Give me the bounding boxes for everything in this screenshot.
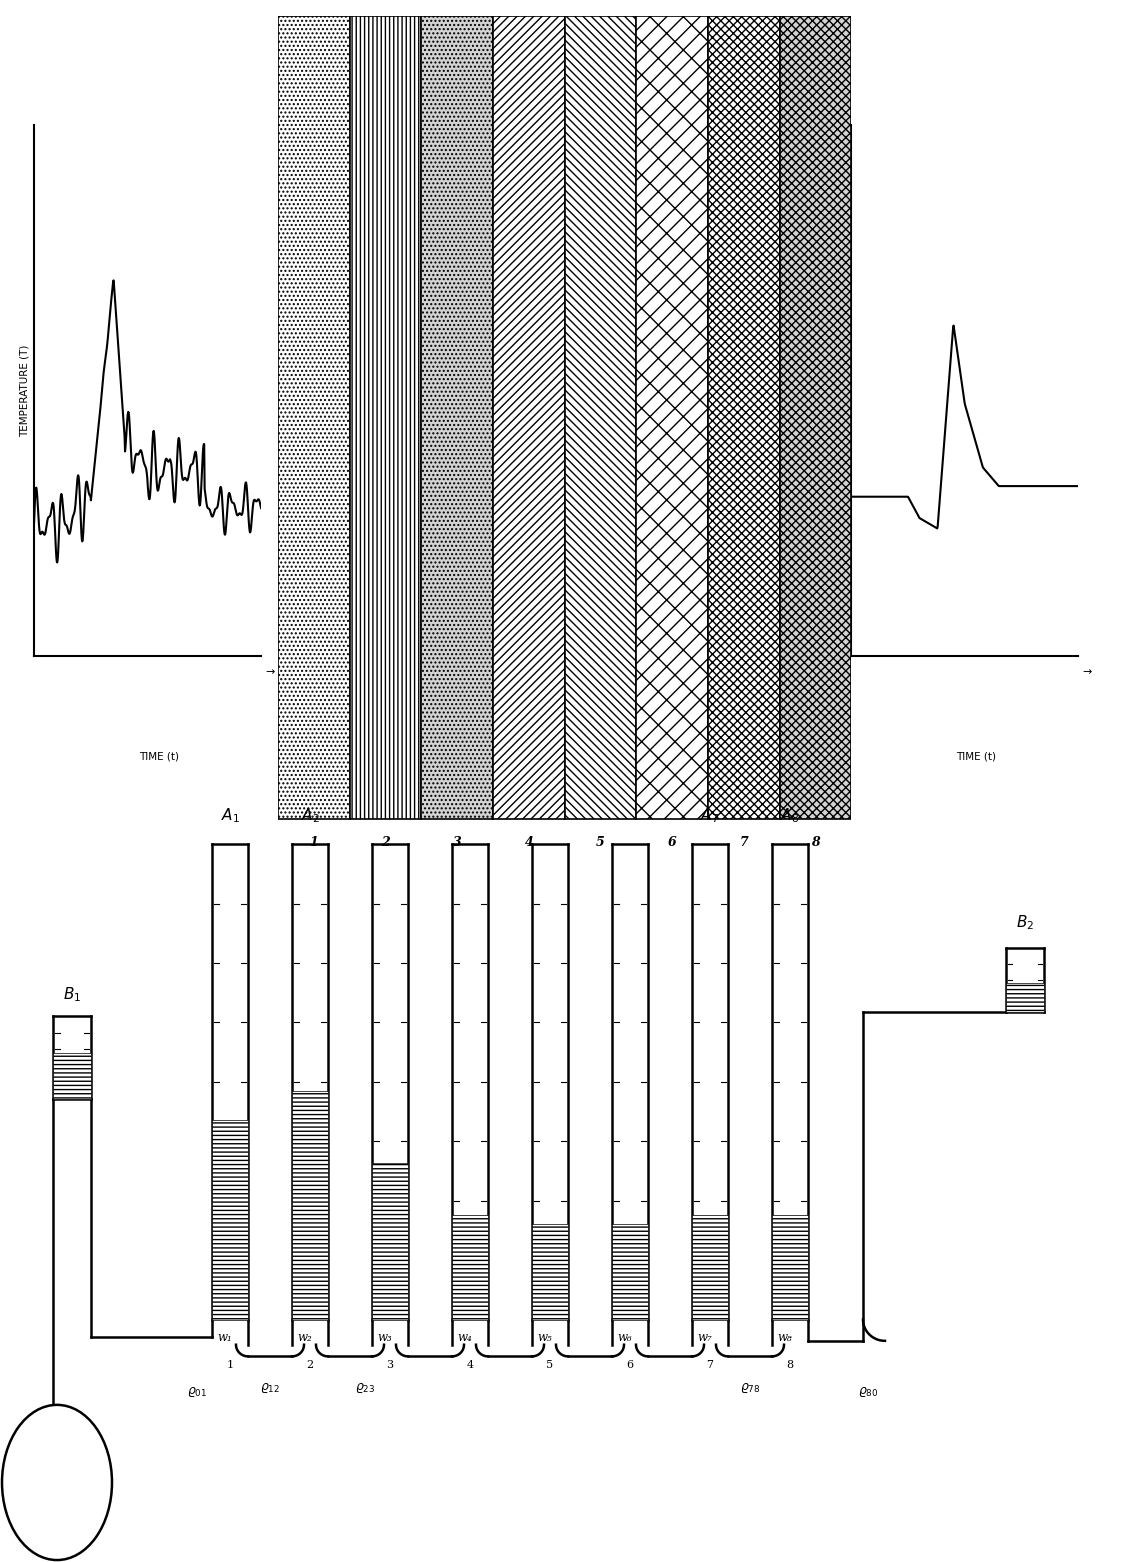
Bar — [772, 1215, 808, 1320]
Y-axis label: TEMPERATURE (T): TEMPERATURE (T) — [838, 344, 847, 437]
Text: w₃: w₃ — [378, 1331, 393, 1345]
Bar — [212, 1120, 249, 1320]
Text: $A_8$: $A_8$ — [781, 806, 800, 825]
Bar — [278, 16, 350, 818]
Bar — [372, 1162, 407, 1320]
Text: $A_7$: $A_7$ — [700, 806, 720, 825]
Text: 4: 4 — [524, 836, 533, 848]
Text: 8: 8 — [812, 836, 819, 848]
Text: $B_1$: $B_1$ — [62, 986, 81, 1004]
Text: 7: 7 — [739, 836, 748, 848]
Y-axis label: TEMPERATURE (T): TEMPERATURE (T) — [20, 344, 30, 437]
Bar — [53, 1053, 91, 1098]
Text: TIME (t): TIME (t) — [956, 751, 997, 762]
Text: TIME (t): TIME (t) — [138, 751, 179, 762]
Text: $A_2$: $A_2$ — [301, 806, 319, 825]
Text: 7: 7 — [706, 1361, 714, 1370]
Text: w₄: w₄ — [457, 1331, 472, 1345]
Bar — [493, 16, 565, 818]
Text: w₆: w₆ — [617, 1331, 632, 1345]
Text: 1: 1 — [310, 836, 318, 848]
Text: w₂: w₂ — [297, 1331, 312, 1345]
Text: →: → — [1083, 667, 1092, 676]
Text: 3: 3 — [386, 1361, 394, 1370]
Bar — [452, 1215, 488, 1320]
Bar — [637, 16, 708, 818]
Text: $\varrho_{01}$: $\varrho_{01}$ — [187, 1385, 207, 1400]
Text: $\varrho_{80}$: $\varrho_{80}$ — [858, 1385, 878, 1400]
Bar — [612, 1225, 648, 1320]
Text: 6: 6 — [667, 836, 676, 848]
Text: $\varrho_{12}$: $\varrho_{12}$ — [260, 1381, 280, 1395]
Text: 2: 2 — [381, 836, 390, 848]
Text: 1: 1 — [227, 1361, 234, 1370]
Bar — [1006, 982, 1044, 1012]
Text: $B_2$: $B_2$ — [1016, 912, 1034, 931]
Text: w₈: w₈ — [777, 1331, 792, 1345]
Bar — [780, 16, 851, 818]
Text: 5: 5 — [596, 836, 605, 848]
Bar — [421, 16, 493, 818]
Bar — [532, 1225, 568, 1320]
Text: 8: 8 — [787, 1361, 793, 1370]
Text: w₁: w₁ — [218, 1331, 233, 1345]
Bar — [292, 1092, 328, 1320]
Text: w₅: w₅ — [538, 1331, 553, 1345]
Bar — [708, 16, 780, 818]
Bar — [564, 16, 637, 818]
Ellipse shape — [2, 1404, 112, 1560]
Text: →: → — [266, 667, 275, 676]
Text: 4: 4 — [466, 1361, 473, 1370]
Text: $\varrho_{78}$: $\varrho_{78}$ — [740, 1381, 760, 1395]
Text: $A_1$: $A_1$ — [220, 806, 239, 825]
Text: 5: 5 — [546, 1361, 554, 1370]
Text: 6: 6 — [627, 1361, 633, 1370]
Text: 2: 2 — [306, 1361, 313, 1370]
Text: 3: 3 — [453, 836, 462, 848]
Bar — [350, 16, 421, 818]
Text: $\varrho_{23}$: $\varrho_{23}$ — [355, 1381, 376, 1395]
Text: w₇: w₇ — [698, 1331, 713, 1345]
Bar — [692, 1215, 728, 1320]
